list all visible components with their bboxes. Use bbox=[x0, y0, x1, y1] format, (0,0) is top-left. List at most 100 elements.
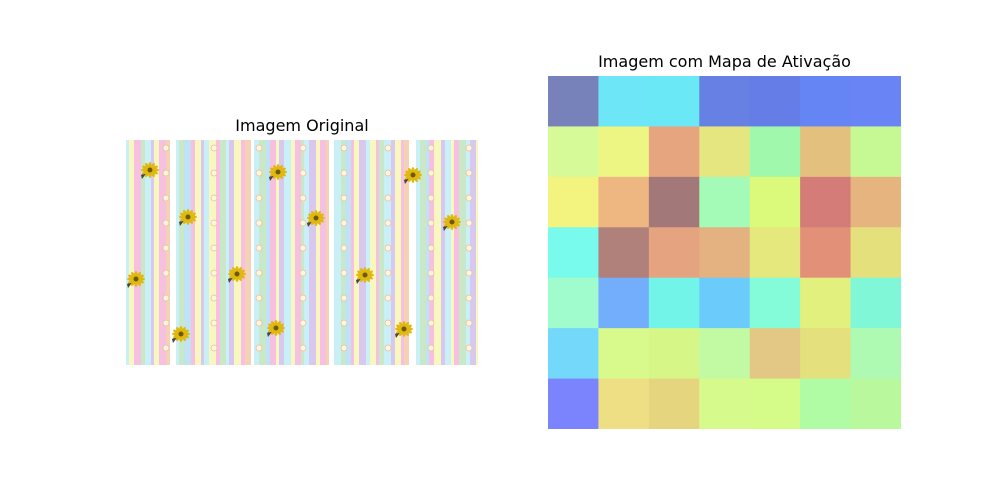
heatmap-cell-r6-c2 bbox=[648, 378, 700, 429]
small-flower bbox=[465, 219, 473, 227]
heatmap-cell-r0-c4 bbox=[749, 76, 801, 128]
small-flower bbox=[427, 169, 435, 177]
small-flower bbox=[299, 269, 307, 277]
stripe bbox=[476, 140, 478, 365]
stripe bbox=[341, 140, 346, 365]
heatmap-cell-r4-c3 bbox=[699, 277, 751, 329]
stripe bbox=[191, 140, 196, 365]
stripe bbox=[454, 140, 460, 365]
daisy-flower bbox=[228, 266, 246, 283]
stripe bbox=[276, 140, 280, 365]
small-flower bbox=[465, 194, 473, 202]
stripe bbox=[254, 140, 260, 365]
heatmap-cell-r4-c2 bbox=[648, 277, 700, 329]
daisy-flower bbox=[179, 209, 197, 226]
stripe bbox=[354, 140, 360, 365]
daisy-flower bbox=[141, 162, 159, 179]
daisy-flower bbox=[307, 210, 325, 227]
small-flower bbox=[255, 269, 263, 277]
heatmap-cell-r0-c5 bbox=[800, 76, 852, 128]
stripe bbox=[309, 140, 317, 365]
stripe bbox=[184, 140, 192, 365]
stripe bbox=[329, 140, 335, 365]
stripe bbox=[204, 140, 210, 365]
heatmap-cell-r4-c4 bbox=[749, 277, 801, 329]
small-flower bbox=[255, 144, 263, 152]
stripe bbox=[229, 140, 235, 365]
heatmap-cell-r1-c6 bbox=[850, 126, 901, 178]
small-flower bbox=[255, 344, 263, 352]
small-flower bbox=[210, 294, 218, 302]
stripe bbox=[216, 140, 221, 365]
small-flower bbox=[299, 319, 307, 327]
heatmap-cell-r1-c2 bbox=[648, 126, 700, 178]
stripe bbox=[295, 140, 302, 365]
small-flower bbox=[299, 294, 307, 302]
small-flower bbox=[340, 294, 348, 302]
stripe bbox=[259, 140, 267, 365]
small-flower bbox=[255, 219, 263, 227]
small-flower bbox=[340, 344, 348, 352]
heatmap-cell-r1-c1 bbox=[598, 126, 650, 178]
small-flower bbox=[210, 144, 218, 152]
small-flower bbox=[427, 194, 435, 202]
stripe bbox=[129, 140, 135, 365]
small-flower bbox=[162, 319, 170, 327]
heatmap-cell-r0-c6 bbox=[850, 76, 901, 128]
heatmap-cell-r5-c2 bbox=[648, 328, 700, 380]
stripe bbox=[241, 140, 246, 365]
stripe bbox=[404, 140, 410, 365]
heatmap-cell-r5-c0 bbox=[548, 328, 600, 380]
heatmap-cell-r2-c4 bbox=[749, 176, 801, 228]
right-panel-title: Imagem com Mapa de Ativação bbox=[598, 52, 851, 71]
heatmap-cell-r1-c3 bbox=[699, 126, 751, 178]
heatmap-cell-r5-c1 bbox=[598, 328, 650, 380]
heatmap-cell-r5-c4 bbox=[749, 328, 801, 380]
small-flower bbox=[340, 244, 348, 252]
stripe bbox=[301, 140, 305, 365]
heatmap-cell-r6-c4 bbox=[749, 378, 801, 429]
stripe bbox=[359, 140, 367, 365]
small-flower bbox=[384, 169, 392, 177]
daisy-flower bbox=[267, 320, 285, 337]
stripe bbox=[351, 140, 355, 365]
original-image bbox=[126, 140, 478, 365]
small-flower bbox=[384, 219, 392, 227]
daisy-flower bbox=[269, 164, 287, 181]
small-flower bbox=[427, 294, 435, 302]
stripe bbox=[459, 140, 467, 365]
heatmap-cell-r6-c0 bbox=[548, 378, 600, 429]
heatmap-cell-r1-c5 bbox=[800, 126, 852, 178]
heatmap-cell-r6-c6 bbox=[850, 378, 901, 429]
stripe bbox=[220, 140, 227, 365]
heatmap-cell-r4-c1 bbox=[598, 277, 650, 329]
daisy-flower bbox=[356, 267, 374, 284]
small-flower bbox=[465, 169, 473, 177]
small-flower bbox=[299, 344, 307, 352]
heatmap-cell-r4-c6 bbox=[850, 277, 901, 329]
left-panel-title: Imagem Original bbox=[235, 116, 369, 135]
stripe bbox=[291, 140, 296, 365]
stripe bbox=[451, 140, 455, 365]
stripe bbox=[170, 140, 177, 365]
small-flower bbox=[465, 144, 473, 152]
small-flower bbox=[465, 269, 473, 277]
stripe bbox=[134, 140, 142, 365]
stripe bbox=[159, 140, 167, 365]
small-flower bbox=[340, 219, 348, 227]
stripe bbox=[426, 140, 430, 365]
stripe bbox=[195, 140, 202, 365]
stripe bbox=[234, 140, 242, 365]
daisy-flower bbox=[404, 167, 422, 184]
stripe bbox=[445, 140, 452, 365]
small-flower bbox=[384, 194, 392, 202]
stripe bbox=[226, 140, 230, 365]
small-flower bbox=[255, 294, 263, 302]
small-flower bbox=[299, 194, 307, 202]
small-flower bbox=[299, 244, 307, 252]
daisy-flower bbox=[395, 321, 413, 338]
heatmap-cell-r3-c2 bbox=[648, 227, 700, 279]
small-flower bbox=[465, 319, 473, 327]
small-flower bbox=[255, 169, 263, 177]
small-flower bbox=[162, 144, 170, 152]
